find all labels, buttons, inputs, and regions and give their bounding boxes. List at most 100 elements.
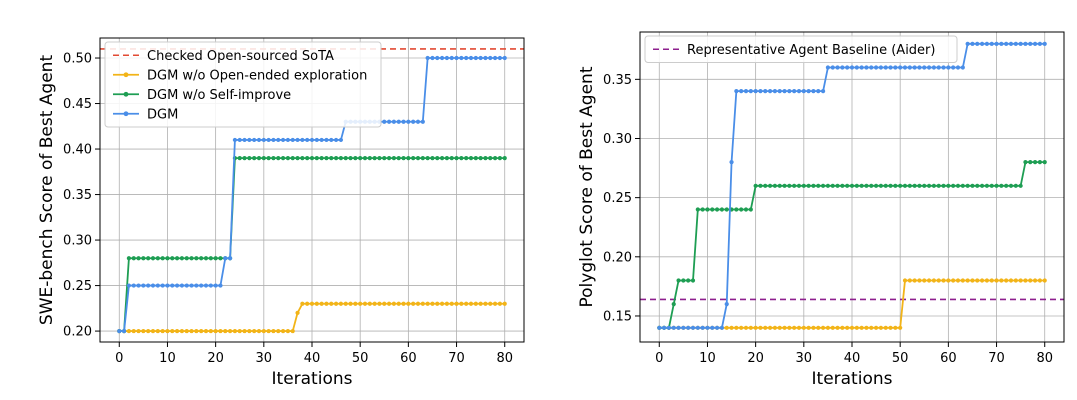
data-point	[801, 89, 806, 94]
data-point	[792, 89, 797, 94]
legend-label: DGM w/o Open-ended exploration	[147, 68, 367, 83]
data-point	[763, 89, 768, 94]
data-point	[734, 325, 739, 330]
data-point	[984, 278, 990, 283]
data-point	[873, 183, 879, 188]
data-point	[459, 55, 464, 61]
data-point	[979, 183, 985, 188]
data-point	[285, 156, 291, 161]
data-point	[237, 137, 242, 143]
data-point	[324, 156, 329, 161]
data-point	[280, 137, 286, 143]
data-point	[859, 65, 864, 70]
data-point	[271, 156, 276, 161]
data-point	[459, 301, 464, 306]
data-point	[1042, 278, 1047, 283]
data-point	[189, 328, 194, 334]
data-point	[439, 301, 445, 306]
data-point	[309, 156, 315, 161]
data-point	[179, 283, 185, 288]
data-point	[1008, 183, 1014, 188]
data-point	[970, 278, 975, 283]
data-point	[999, 183, 1004, 188]
data-point	[333, 137, 339, 143]
data-point	[468, 156, 474, 161]
y-tick-label: 0.30	[603, 132, 632, 147]
data-point	[671, 302, 676, 307]
y-tick-label: 0.50	[63, 52, 92, 67]
data-point	[492, 55, 498, 61]
data-point	[435, 55, 440, 61]
data-point	[141, 283, 146, 288]
data-point	[864, 65, 869, 70]
data-point	[1004, 183, 1009, 188]
data-point	[922, 278, 927, 283]
y-tick-label: 0.35	[63, 188, 92, 203]
data-point	[435, 301, 440, 306]
data-point	[859, 325, 864, 330]
data-point	[710, 207, 715, 212]
data-point	[951, 183, 956, 188]
data-point	[970, 183, 975, 188]
data-point	[893, 183, 898, 188]
data-point	[825, 325, 831, 330]
data-point	[994, 278, 999, 283]
data-point	[406, 301, 411, 306]
data-point	[748, 207, 753, 212]
data-point	[849, 325, 855, 330]
data-point	[136, 328, 141, 334]
data-point	[1028, 160, 1033, 165]
data-point	[690, 278, 696, 283]
left-legend: Checked Open-sourced SoTA DGM w/o Open-en…	[104, 41, 382, 128]
data-point	[1042, 160, 1047, 165]
data-point	[131, 283, 136, 288]
data-point	[883, 65, 888, 70]
data-point	[266, 156, 271, 161]
data-point	[150, 283, 156, 288]
data-point	[869, 183, 874, 188]
data-point	[146, 283, 151, 288]
data-point	[1028, 278, 1033, 283]
data-point	[989, 278, 994, 283]
data-point	[695, 207, 700, 212]
data-point	[898, 65, 903, 70]
x-tick-label: 60	[400, 351, 417, 366]
data-point	[854, 65, 859, 70]
data-point	[237, 156, 242, 161]
data-point	[160, 328, 165, 334]
data-point	[411, 156, 416, 161]
data-point	[999, 278, 1004, 283]
data-point	[671, 325, 676, 330]
data-point	[883, 183, 888, 188]
data-point	[1028, 41, 1033, 46]
data-point	[194, 283, 199, 288]
data-point	[300, 137, 305, 143]
data-point	[208, 283, 213, 288]
data-point	[223, 256, 228, 261]
data-point	[801, 183, 806, 188]
data-point	[729, 325, 734, 330]
data-point	[854, 325, 859, 330]
data-point	[753, 325, 758, 330]
data-point	[869, 325, 874, 330]
data-point	[840, 325, 845, 330]
data-point	[338, 137, 344, 143]
data-point	[478, 156, 483, 161]
data-point	[449, 55, 454, 61]
data-point	[203, 256, 209, 261]
legend-entry: DGM	[113, 107, 178, 122]
polyglot-chart: 0 10 20 30 40 50 60 70 80 0.15 0.20 0.25 0.30 0.35 Ite…	[577, 31, 1065, 389]
data-point	[681, 325, 686, 330]
data-point	[502, 156, 507, 161]
data-point	[401, 301, 406, 306]
data-point	[174, 283, 180, 288]
data-point	[753, 183, 758, 188]
data-point	[242, 156, 247, 161]
data-point	[372, 156, 377, 161]
data-point	[936, 183, 941, 188]
x-tick-label: 80	[1036, 351, 1053, 366]
legend-label: DGM	[147, 107, 178, 122]
data-point	[425, 301, 430, 306]
data-point	[917, 65, 922, 70]
data-point	[975, 278, 980, 283]
